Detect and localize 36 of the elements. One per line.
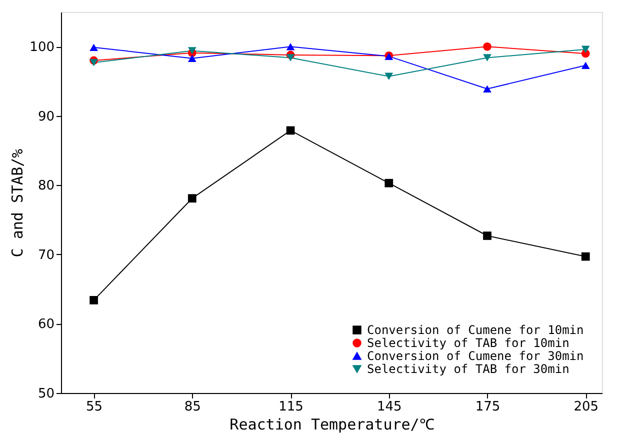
point — [286, 54, 295, 62]
y-tick-label: 60 — [38, 317, 54, 332]
point — [188, 54, 196, 62]
point — [581, 62, 590, 69]
point — [483, 54, 492, 62]
legend-label: Selectivity of TAB for 10min — [367, 336, 570, 350]
point — [581, 252, 590, 261]
point — [483, 85, 492, 93]
legend-label: Selectivity of TAB for 30min — [367, 362, 570, 376]
y-axis-title: C and STAB/% — [8, 148, 27, 258]
x-tick-label: 145 — [376, 400, 402, 414]
y-tick-label: 90 — [38, 109, 54, 124]
point — [581, 46, 590, 54]
y-tick-label: 100 — [30, 40, 54, 56]
x-tick-label: 55 — [86, 400, 103, 414]
y-tick-label: 80 — [38, 178, 54, 194]
x-tick-label: 205 — [574, 400, 599, 414]
point — [286, 43, 295, 50]
point — [384, 178, 394, 188]
x-tick-label: 115 — [278, 400, 304, 414]
point — [90, 58, 98, 66]
point — [90, 44, 98, 51]
point — [188, 194, 196, 203]
y-tick-label: 50 — [38, 386, 54, 402]
x-tick-label: 175 — [475, 400, 500, 414]
y-tick-label: 70 — [38, 248, 54, 263]
point — [483, 42, 492, 51]
x-tick-label: 85 — [184, 400, 201, 414]
x-axis-title: Reaction Temperature/℃ — [230, 416, 434, 434]
point — [286, 126, 295, 135]
legend-label: Conversion of Cumene for 30min — [367, 349, 584, 363]
point — [90, 296, 98, 304]
point — [384, 72, 394, 80]
point — [188, 47, 196, 54]
legend-label: Conversion of Cumene for 10min — [367, 323, 584, 337]
point — [483, 232, 492, 240]
